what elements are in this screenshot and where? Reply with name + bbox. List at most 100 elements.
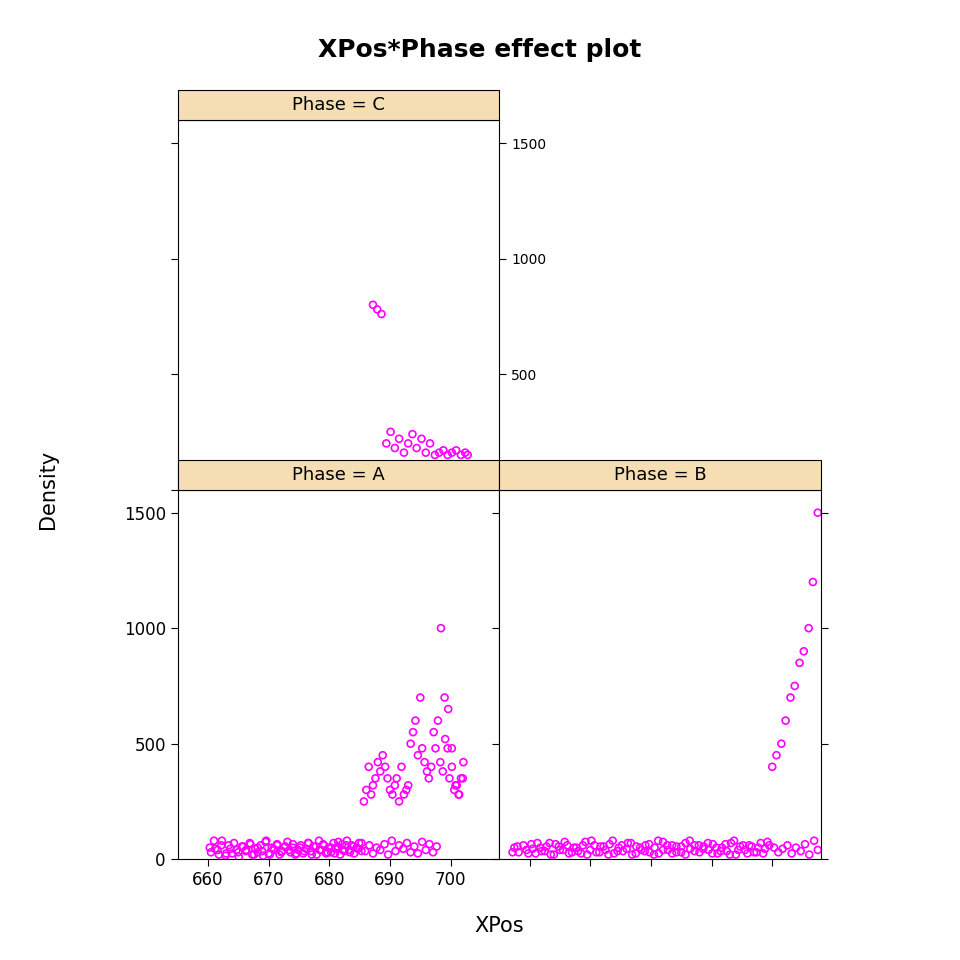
- Point: [334, 836, 349, 852]
- Point: [778, 713, 793, 729]
- Point: [510, 839, 525, 854]
- Point: [455, 771, 470, 786]
- Point: [301, 472, 317, 488]
- Point: [256, 472, 272, 488]
- Point: [354, 835, 370, 851]
- Point: [249, 478, 264, 493]
- Point: [354, 844, 370, 859]
- Point: [516, 838, 531, 853]
- Point: [387, 441, 402, 456]
- Point: [306, 477, 322, 492]
- Point: [356, 470, 372, 486]
- Point: [272, 847, 287, 862]
- Point: [403, 736, 419, 752]
- Point: [633, 840, 648, 855]
- Point: [375, 748, 391, 763]
- Point: [533, 840, 548, 855]
- Point: [591, 845, 607, 860]
- Point: [290, 471, 305, 487]
- Point: [737, 842, 753, 857]
- Point: [227, 835, 242, 851]
- Point: [312, 842, 327, 857]
- Point: [723, 835, 738, 851]
- Point: [664, 846, 680, 861]
- Point: [222, 476, 237, 492]
- Point: [339, 833, 354, 849]
- Point: [539, 839, 554, 854]
- Point: [410, 846, 425, 861]
- Point: [441, 702, 456, 717]
- Point: [202, 840, 217, 855]
- Point: [366, 474, 381, 490]
- Point: [805, 574, 821, 589]
- Point: [233, 476, 249, 492]
- Point: [231, 850, 247, 865]
- Point: [578, 834, 593, 850]
- Point: [316, 838, 331, 853]
- Point: [438, 732, 453, 747]
- Point: [801, 620, 816, 636]
- Point: [396, 445, 412, 461]
- Point: [293, 840, 308, 855]
- Point: [448, 443, 464, 458]
- Point: [756, 846, 771, 861]
- Point: [393, 472, 408, 488]
- Point: [793, 844, 808, 859]
- Point: [275, 844, 290, 859]
- Point: [211, 847, 227, 862]
- Point: [283, 845, 299, 860]
- Point: [602, 836, 617, 852]
- Point: [334, 477, 349, 492]
- Point: [798, 836, 813, 852]
- Point: [458, 445, 473, 461]
- Point: [235, 474, 251, 490]
- Point: [218, 848, 233, 863]
- Point: [398, 782, 414, 798]
- Point: [206, 833, 222, 849]
- Point: [342, 842, 357, 857]
- Point: [719, 844, 734, 859]
- Point: [647, 840, 662, 855]
- Point: [380, 847, 396, 862]
- Point: [757, 841, 773, 856]
- Point: [751, 840, 766, 855]
- Point: [312, 476, 327, 492]
- Point: [429, 839, 444, 854]
- Point: [348, 476, 363, 492]
- Point: [587, 838, 602, 853]
- Point: [678, 835, 693, 851]
- Point: [384, 833, 399, 849]
- Point: [281, 842, 297, 857]
- Point: [327, 841, 343, 856]
- Point: [343, 468, 358, 484]
- Point: [440, 741, 455, 756]
- Point: [642, 845, 658, 860]
- Point: [284, 476, 300, 492]
- Point: [605, 833, 620, 849]
- Point: [453, 771, 468, 786]
- Point: [379, 478, 395, 493]
- Point: [691, 838, 707, 853]
- Point: [321, 840, 336, 855]
- Point: [369, 840, 384, 855]
- Point: [451, 787, 467, 803]
- Point: [207, 841, 223, 856]
- Point: [360, 470, 375, 486]
- Point: [377, 759, 393, 775]
- Point: [727, 833, 742, 849]
- Point: [221, 838, 236, 853]
- Point: [511, 845, 526, 860]
- Point: [210, 842, 226, 857]
- Point: [206, 472, 222, 488]
- Point: [255, 848, 271, 863]
- Point: [308, 839, 324, 854]
- Point: [397, 477, 413, 492]
- Point: [593, 839, 609, 854]
- Point: [225, 846, 240, 861]
- Point: [362, 838, 377, 853]
- Point: [400, 436, 416, 451]
- Point: [456, 755, 471, 770]
- Point: [660, 838, 675, 853]
- Point: [228, 842, 244, 857]
- Point: [299, 841, 314, 856]
